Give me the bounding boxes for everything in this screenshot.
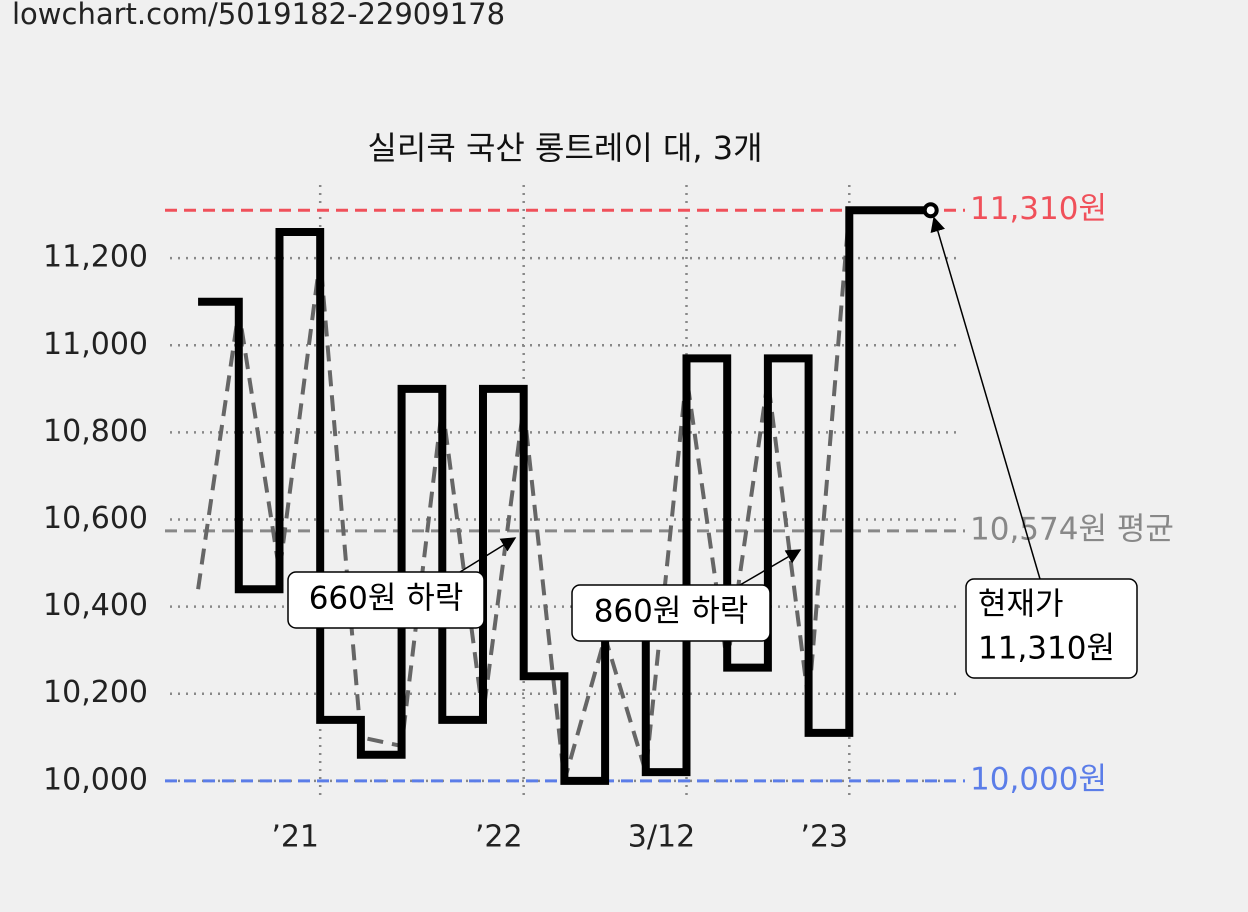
url: lowchart.com/5019182-22909178 <box>12 0 505 31</box>
annotation-box <box>287 571 485 629</box>
annotation: 11,310원 <box>978 631 1115 667</box>
series-line <box>198 206 931 785</box>
annotation: 현재가 <box>978 587 1064 623</box>
y-tick-label: 10,400 <box>43 588 148 623</box>
x-tick-label: ’21 <box>271 820 319 855</box>
y-tick-label: 10,600 <box>43 501 148 536</box>
y-tick-label: 10,800 <box>43 414 148 449</box>
annotation: 660원 하락 <box>309 581 464 617</box>
y-tick-label: 10,000 <box>43 762 148 797</box>
reference-label: 10,574원 평균 <box>970 511 1174 547</box>
reference-label: 10,000원 <box>970 761 1107 797</box>
y-tick-label: 11,000 <box>43 327 148 362</box>
x-tick-label: ’22 <box>475 820 523 855</box>
annotation-box <box>965 578 1138 679</box>
chart-title: 실리쿡 국산 롱트레이 대, 3개 <box>367 129 762 167</box>
annotation-arrow <box>739 549 802 586</box>
x-tick-label: ’23 <box>800 820 848 855</box>
annotation-arrow <box>930 216 1041 580</box>
y-tick-label: 11,200 <box>43 240 148 275</box>
annotation-box <box>571 584 771 642</box>
annotation-arrow <box>459 537 517 573</box>
y-tick-label: 10,200 <box>43 675 148 710</box>
end-point <box>922 202 939 219</box>
reference-label: 11,310원 <box>970 191 1107 227</box>
annotation: 860원 하락 <box>594 594 749 630</box>
x-tick-label: 3/12 <box>628 820 695 855</box>
